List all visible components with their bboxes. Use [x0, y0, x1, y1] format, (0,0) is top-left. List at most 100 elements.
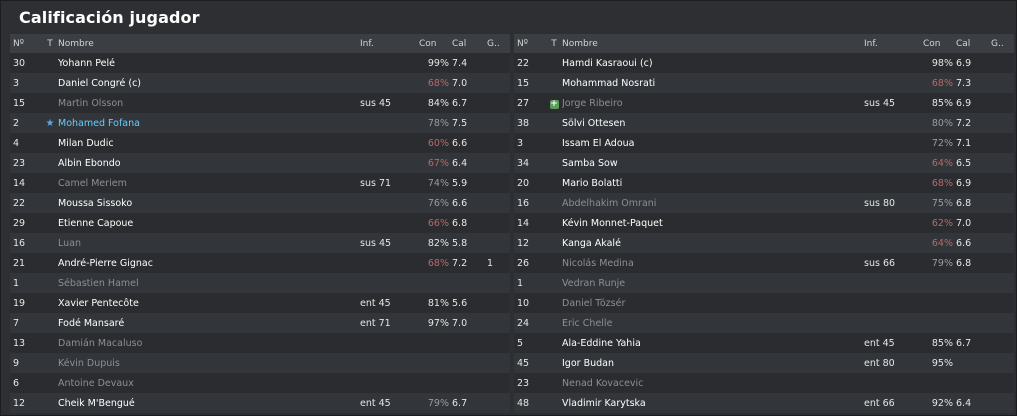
player-row[interactable]: 22 Moussa Sissoko 76% 6.6 [10, 193, 510, 213]
player-row[interactable]: 7 Fodé Mansaré ent 71 97% 7.0 [10, 313, 510, 333]
player-row[interactable]: 20 Mario Bolatti 68% 6.9 [514, 173, 1014, 193]
player-row[interactable]: 5 Ala-Eddine Yahia ent 45 85% 6.7 [514, 333, 1014, 353]
player-name[interactable]: Issam El Adoua [562, 137, 635, 149]
condition-value: 99% [427, 57, 449, 69]
player-name[interactable]: Milan Dudic [58, 137, 114, 149]
header-con[interactable]: Con [923, 38, 941, 49]
player-name[interactable]: Martin Olsson [58, 97, 124, 109]
player-name[interactable]: Luan [58, 237, 81, 249]
player-row[interactable]: 3 Issam El Adoua 72% 7.1 [514, 133, 1014, 153]
player-name[interactable]: Damián Macaluso [58, 337, 143, 349]
header-num[interactable]: Nº [517, 38, 528, 49]
player-row[interactable]: 4 Milan Dudic 60% 6.6 [10, 133, 510, 153]
player-name[interactable]: Sölvi Ottesen [562, 117, 626, 129]
header-goals[interactable]: G.. [991, 38, 1004, 49]
player-row[interactable]: 16 Luan sus 45 82% 5.8 [10, 233, 510, 253]
player-row[interactable]: 13 Damián Macaluso [10, 333, 510, 353]
player-row[interactable]: 38 Sölvi Ottesen 80% 7.2 [514, 113, 1014, 133]
header-t[interactable]: T [47, 38, 53, 49]
condition-value: 68% [427, 257, 449, 269]
player-name[interactable]: Samba Sow [562, 157, 618, 169]
player-number: 7 [13, 317, 20, 329]
condition-value: 67% [427, 157, 449, 169]
player-row[interactable]: 1 Vedran Runje [514, 273, 1014, 293]
away-team-table: Nº T Nombre Inf. Con Cal G.. 22 Hamdi Kas… [514, 34, 1014, 413]
player-row[interactable]: 34 Samba Sow 64% 6.5 [514, 153, 1014, 173]
player-row[interactable]: 14 Camel Meriem sus 71 74% 5.9 [10, 173, 510, 193]
header-cal[interactable]: Cal [452, 38, 467, 49]
player-row[interactable]: 14 Kévin Monnet-Paquet 62% 7.0 [514, 213, 1014, 233]
header-cal[interactable]: Cal [956, 38, 971, 49]
header-num[interactable]: Nº [13, 38, 24, 49]
header-name[interactable]: Nombre [58, 38, 94, 49]
player-row[interactable]: 45 Igor Budan ent 80 95% [514, 353, 1014, 373]
rating-value: 6.8 [452, 217, 468, 229]
player-row[interactable]: 16 Abdelhakim Omrani sus 80 75% 6.8 [514, 193, 1014, 213]
player-row[interactable]: 9 Kévin Dupuis [10, 353, 510, 373]
header-inf[interactable]: Inf. [864, 38, 878, 49]
player-row[interactable]: 3 Daniel Congré (c) 68% 7.0 [10, 73, 510, 93]
condition-value: 95% [931, 357, 953, 369]
plus-icon: + [549, 98, 559, 109]
player-name[interactable]: Kanga Akalé [562, 237, 621, 249]
player-row[interactable]: 24 Eric Chelle [514, 313, 1014, 333]
player-name[interactable]: Hamdi Kasraoui (c) [562, 57, 653, 69]
player-row[interactable]: 19 Xavier Pentecôte ent 45 81% 5.6 [10, 293, 510, 313]
player-row[interactable]: 29 Etienne Capoue 66% 6.8 [10, 213, 510, 233]
player-name[interactable]: Mario Bolatti [562, 177, 623, 189]
player-name[interactable]: Sébastien Hamel [58, 277, 139, 289]
player-row[interactable]: 27 + Jorge Ribeiro sus 45 85% 6.9 [514, 93, 1014, 113]
player-name[interactable]: Ala-Eddine Yahia [562, 337, 641, 349]
condition-value: 79% [931, 257, 953, 269]
player-name[interactable]: Etienne Capoue [58, 217, 134, 229]
player-name[interactable]: Moussa Sissoko [58, 197, 133, 209]
player-row[interactable]: 21 André-Pierre Gignac 68% 7.2 1 [10, 253, 510, 273]
player-row[interactable]: 15 Mohammad Nosrati 68% 7.3 [514, 73, 1014, 93]
player-name[interactable]: Albin Ebondo [58, 157, 121, 169]
player-name[interactable]: Fodé Mansaré [58, 317, 125, 329]
header-con[interactable]: Con [419, 38, 437, 49]
player-name[interactable]: Cheik M'Bengué [58, 397, 135, 409]
header-goals[interactable]: G.. [487, 38, 500, 49]
player-name[interactable]: Vladimir Karytska [562, 397, 646, 409]
player-row[interactable]: 15 Martin Olsson sus 45 84% 6.7 [10, 93, 510, 113]
condition-value: 68% [931, 177, 953, 189]
player-number: 19 [13, 297, 26, 309]
player-row[interactable]: 2 ★ Mohamed Fofana 78% 7.5 [10, 113, 510, 133]
player-row[interactable]: 23 Nenad Kovacevic [514, 373, 1014, 393]
player-name[interactable]: Antoine Devaux [58, 377, 134, 389]
player-name[interactable]: Yohann Pelé [58, 57, 115, 69]
player-row[interactable]: 30 Yohann Pelé 99% 7.4 [10, 53, 510, 73]
player-name[interactable]: Nenad Kovacevic [562, 377, 644, 389]
player-row[interactable]: 22 Hamdi Kasraoui (c) 98% 6.9 [514, 53, 1014, 73]
player-row[interactable]: 12 Cheik M'Bengué ent 45 79% 6.7 [10, 393, 510, 413]
player-name[interactable]: Jorge Ribeiro [562, 97, 623, 109]
header-t[interactable]: T [551, 38, 557, 49]
player-name[interactable]: Mohammad Nosrati [562, 77, 656, 89]
player-name[interactable]: Igor Budan [562, 357, 614, 369]
header-inf[interactable]: Inf. [360, 38, 374, 49]
player-name[interactable]: Kévin Monnet-Paquet [562, 217, 663, 229]
player-name[interactable]: André-Pierre Gignac [58, 257, 153, 269]
player-name[interactable]: Vedran Runje [562, 277, 626, 289]
condition-value: 80% [931, 117, 953, 129]
player-name[interactable]: Abdelhakim Omrani [562, 197, 657, 209]
player-name[interactable]: Mohamed Fofana [58, 117, 140, 129]
player-name[interactable]: Daniel Congré (c) [58, 77, 141, 89]
player-name[interactable]: Eric Chelle [562, 317, 613, 329]
player-row[interactable]: 10 Daniel Tözsér [514, 293, 1014, 313]
player-number: 9 [13, 357, 20, 369]
player-name[interactable]: Nicolás Medina [562, 257, 634, 269]
player-name[interactable]: Kévin Dupuis [58, 357, 120, 369]
player-row[interactable]: 48 Vladimir Karytska ent 66 92% 6.4 [514, 393, 1014, 413]
player-row[interactable]: 1 Sébastien Hamel [10, 273, 510, 293]
player-row[interactable]: 12 Kanga Akalé 64% 6.6 [514, 233, 1014, 253]
player-row[interactable]: 23 Albin Ebondo 67% 6.4 [10, 153, 510, 173]
player-name[interactable]: Camel Meriem [58, 177, 127, 189]
player-row[interactable]: 26 Nicolás Medina sus 66 79% 6.8 [514, 253, 1014, 273]
rating-value: 6.8 [956, 197, 972, 209]
header-name[interactable]: Nombre [562, 38, 598, 49]
player-name[interactable]: Xavier Pentecôte [58, 297, 139, 309]
player-row[interactable]: 6 Antoine Devaux [10, 373, 510, 393]
player-name[interactable]: Daniel Tözsér [562, 297, 626, 309]
